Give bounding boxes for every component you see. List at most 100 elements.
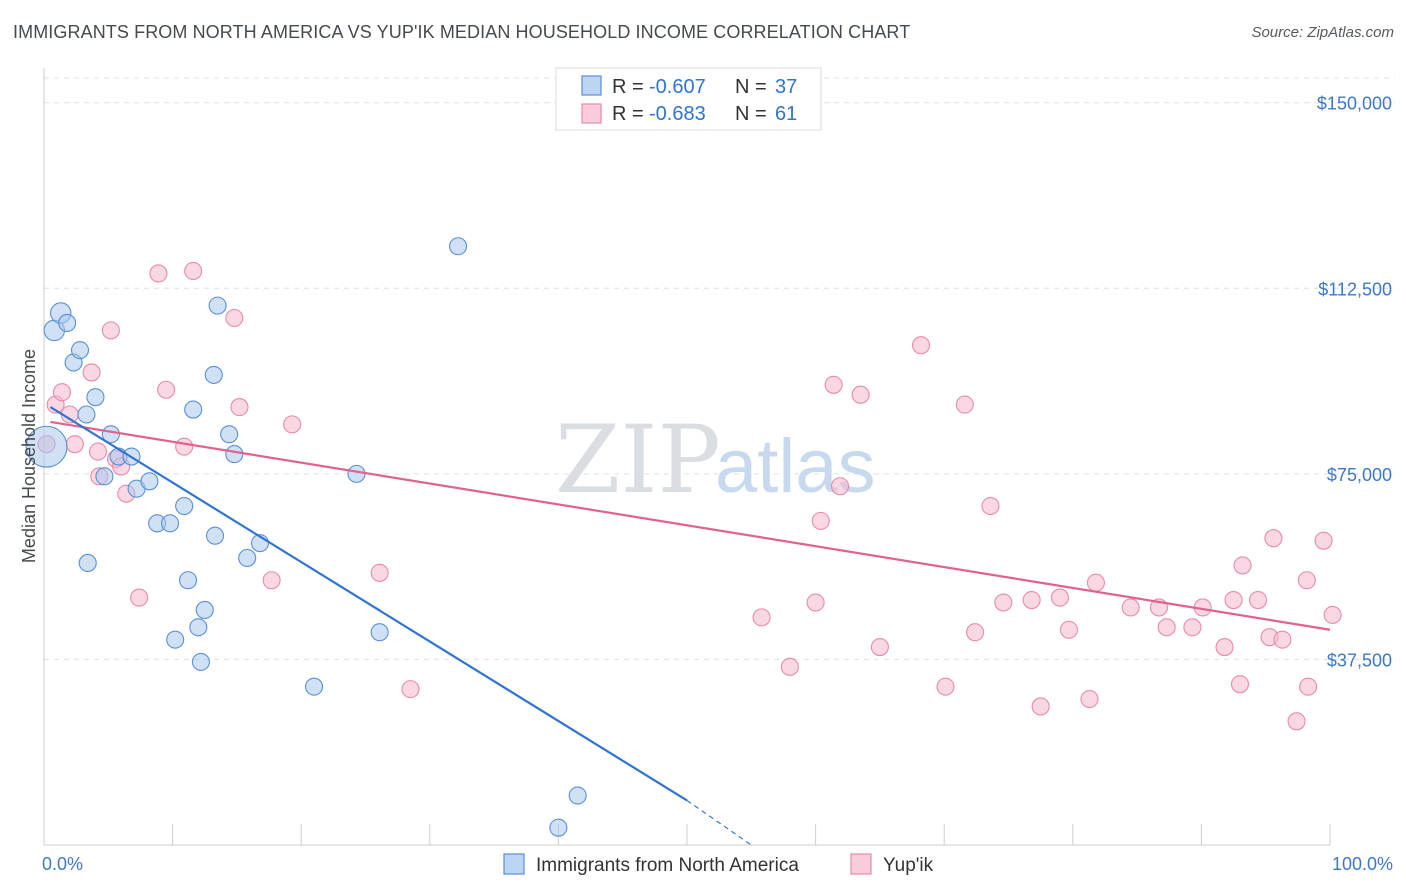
immigrants-point	[305, 677, 324, 696]
yupik-point	[1215, 638, 1234, 657]
yupik-point	[184, 261, 203, 281]
yupik-point	[1059, 620, 1078, 639]
immigrants-point	[208, 296, 227, 315]
immigrants-trend-line	[49, 406, 688, 802]
yupik-point	[101, 321, 120, 340]
immigrants-points	[25, 237, 587, 837]
yupik-point	[82, 363, 101, 382]
yupik-point	[1314, 531, 1333, 550]
yupik-point	[1050, 588, 1069, 607]
watermark-atlas: atlas	[715, 424, 876, 509]
chart-title: IMMIGRANTS FROM NORTH AMERICA VS YUP'IK …	[13, 22, 911, 42]
yupik-point	[1233, 556, 1252, 575]
yupik-point	[1299, 677, 1318, 696]
immigrants-point	[195, 600, 214, 620]
x-tick-label: 100.0%	[1332, 854, 1393, 874]
yupik-point	[262, 571, 281, 590]
yupik-point	[52, 383, 72, 402]
legend-n-value-2: 61	[775, 103, 797, 125]
immigrants-point	[225, 445, 244, 464]
y-tick-label: $150,000	[1317, 94, 1392, 114]
immigrants-point	[549, 818, 568, 837]
watermark: ZIP atlas	[555, 406, 876, 515]
yupik-point	[1230, 675, 1250, 694]
yupik-point	[130, 588, 149, 607]
immigrants-point	[95, 467, 114, 486]
yupik-point	[830, 477, 850, 496]
series-label-immigrants: Immigrants from North America	[536, 855, 799, 876]
y-axis-label: Median Household Income	[19, 349, 39, 563]
yupik-points	[37, 261, 1342, 731]
yupik-point	[955, 395, 974, 414]
immigrants-point	[370, 623, 389, 642]
yupik-point	[1273, 630, 1292, 649]
legend-n-label-1: N =	[735, 76, 767, 98]
y-tick-label: $75,000	[1327, 465, 1392, 485]
immigrants-point	[184, 400, 203, 419]
yupik-point	[851, 385, 870, 404]
yupik-point	[1121, 598, 1140, 617]
yupik-point	[912, 336, 931, 355]
yupik-point	[1264, 529, 1283, 548]
legend-r-value-1: -0.607	[649, 76, 706, 98]
y-tick-label: $37,500	[1327, 650, 1392, 670]
yupik-point	[966, 623, 985, 642]
legend-r-value-2: -0.683	[649, 103, 706, 125]
yupik-point	[175, 437, 194, 456]
yupik-point	[401, 680, 420, 699]
yupik-point	[870, 638, 889, 657]
legend-n-value-1: 37	[775, 76, 797, 98]
immigrants-point	[191, 652, 210, 671]
series-swatch-blue	[503, 853, 525, 875]
legend-swatch-blue	[581, 75, 602, 96]
yupik-point	[1287, 712, 1306, 731]
x-tick-labels: 0.0% 100.0%	[42, 854, 1393, 874]
legend-swatch-pink	[581, 103, 602, 124]
immigrants-point	[178, 571, 198, 590]
yupik-point	[752, 608, 771, 627]
y-tick-labels: $37,500 $75,000 $112,500 $150,000	[1317, 94, 1392, 671]
legend-r-label-2: R =	[612, 103, 644, 125]
immigrants-point	[86, 388, 105, 407]
immigrants-trend-extension	[686, 799, 752, 846]
yupik-point	[981, 496, 1000, 516]
yupik-point	[1183, 618, 1202, 637]
yupik-point	[1224, 591, 1243, 610]
yupik-point	[1297, 571, 1316, 590]
series-label-yupik: Yup'ik	[883, 855, 934, 876]
immigrants-point	[70, 341, 90, 360]
series-swatch-pink	[850, 853, 872, 875]
yupik-point	[811, 511, 830, 530]
yupik-point	[1323, 605, 1342, 624]
yupik-point	[157, 380, 176, 399]
yupik-point	[994, 593, 1013, 612]
yupik-point	[370, 563, 389, 582]
immigrants-point	[568, 786, 587, 805]
yupik-point	[1080, 689, 1099, 709]
yupik-point	[283, 415, 302, 434]
immigrants-point	[140, 472, 159, 491]
yupik-point	[824, 375, 843, 394]
legend-r-label-1: R =	[612, 76, 644, 98]
immigrants-point	[78, 553, 97, 572]
yupik-point	[88, 442, 108, 461]
immigrants-point	[166, 630, 185, 649]
immigrants-point	[347, 464, 366, 483]
yupik-point	[1022, 591, 1041, 610]
yupik-point	[1031, 697, 1050, 716]
watermark-zip: ZIP	[555, 406, 721, 515]
yupik-point	[225, 308, 244, 328]
grid-lines	[44, 77, 1395, 660]
yupik-point	[780, 657, 799, 676]
immigrants-point	[189, 618, 208, 637]
immigrants-point	[449, 237, 468, 256]
series-legend: Immigrants from North America Yup'ik	[503, 853, 934, 876]
source-label: Source: ZipAtlas.com	[1251, 24, 1394, 41]
yupik-point	[149, 264, 168, 283]
immigrants-point	[58, 313, 77, 332]
yupik-point	[230, 398, 249, 417]
immigrants-point	[204, 365, 223, 384]
yupik-point	[1248, 591, 1268, 610]
yupik-point	[1157, 618, 1176, 637]
